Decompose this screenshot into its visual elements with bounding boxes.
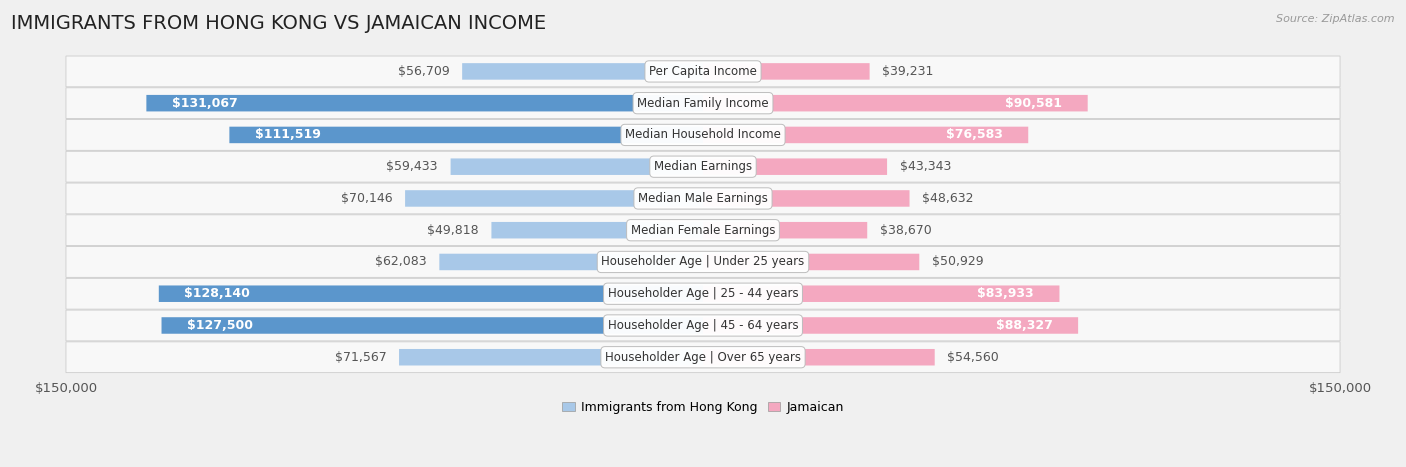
Text: $83,933: $83,933 bbox=[977, 287, 1033, 300]
Text: $71,567: $71,567 bbox=[335, 351, 387, 364]
Text: $43,343: $43,343 bbox=[900, 160, 952, 173]
FancyBboxPatch shape bbox=[66, 342, 1340, 373]
FancyBboxPatch shape bbox=[703, 63, 869, 80]
Text: Median Household Income: Median Household Income bbox=[626, 128, 780, 142]
FancyBboxPatch shape bbox=[229, 127, 703, 143]
FancyBboxPatch shape bbox=[66, 278, 1340, 309]
Text: Median Earnings: Median Earnings bbox=[654, 160, 752, 173]
FancyBboxPatch shape bbox=[66, 151, 1340, 182]
FancyBboxPatch shape bbox=[492, 222, 703, 239]
Text: IMMIGRANTS FROM HONG KONG VS JAMAICAN INCOME: IMMIGRANTS FROM HONG KONG VS JAMAICAN IN… bbox=[11, 14, 547, 33]
Text: $50,929: $50,929 bbox=[932, 255, 984, 269]
FancyBboxPatch shape bbox=[703, 190, 910, 207]
FancyBboxPatch shape bbox=[463, 63, 703, 80]
FancyBboxPatch shape bbox=[66, 247, 1340, 277]
FancyBboxPatch shape bbox=[146, 95, 703, 112]
Text: $48,632: $48,632 bbox=[922, 192, 974, 205]
FancyBboxPatch shape bbox=[66, 120, 1340, 150]
FancyBboxPatch shape bbox=[450, 158, 703, 175]
FancyBboxPatch shape bbox=[66, 88, 1340, 119]
Text: $128,140: $128,140 bbox=[184, 287, 250, 300]
Text: $62,083: $62,083 bbox=[375, 255, 426, 269]
Text: $49,818: $49,818 bbox=[427, 224, 478, 237]
FancyBboxPatch shape bbox=[439, 254, 703, 270]
Legend: Immigrants from Hong Kong, Jamaican: Immigrants from Hong Kong, Jamaican bbox=[557, 396, 849, 418]
Text: $90,581: $90,581 bbox=[1005, 97, 1062, 110]
Text: $76,583: $76,583 bbox=[946, 128, 1002, 142]
Text: Householder Age | 25 - 44 years: Householder Age | 25 - 44 years bbox=[607, 287, 799, 300]
Text: Householder Age | Over 65 years: Householder Age | Over 65 years bbox=[605, 351, 801, 364]
FancyBboxPatch shape bbox=[703, 222, 868, 239]
FancyBboxPatch shape bbox=[162, 317, 703, 334]
FancyBboxPatch shape bbox=[159, 285, 703, 302]
FancyBboxPatch shape bbox=[66, 215, 1340, 246]
FancyBboxPatch shape bbox=[703, 285, 1060, 302]
Text: Median Female Earnings: Median Female Earnings bbox=[631, 224, 775, 237]
Text: $88,327: $88,327 bbox=[995, 319, 1053, 332]
FancyBboxPatch shape bbox=[405, 190, 703, 207]
Text: $39,231: $39,231 bbox=[883, 65, 934, 78]
FancyBboxPatch shape bbox=[703, 349, 935, 366]
Text: $59,433: $59,433 bbox=[387, 160, 437, 173]
Text: Median Family Income: Median Family Income bbox=[637, 97, 769, 110]
FancyBboxPatch shape bbox=[66, 183, 1340, 214]
Text: Householder Age | Under 25 years: Householder Age | Under 25 years bbox=[602, 255, 804, 269]
Text: Median Male Earnings: Median Male Earnings bbox=[638, 192, 768, 205]
Text: Per Capita Income: Per Capita Income bbox=[650, 65, 756, 78]
FancyBboxPatch shape bbox=[703, 158, 887, 175]
FancyBboxPatch shape bbox=[703, 95, 1088, 112]
FancyBboxPatch shape bbox=[399, 349, 703, 366]
FancyBboxPatch shape bbox=[703, 254, 920, 270]
FancyBboxPatch shape bbox=[703, 317, 1078, 334]
FancyBboxPatch shape bbox=[66, 310, 1340, 341]
Text: $127,500: $127,500 bbox=[187, 319, 253, 332]
Text: Source: ZipAtlas.com: Source: ZipAtlas.com bbox=[1277, 14, 1395, 24]
Text: $111,519: $111,519 bbox=[254, 128, 321, 142]
Text: $38,670: $38,670 bbox=[880, 224, 932, 237]
Text: $56,709: $56,709 bbox=[398, 65, 450, 78]
Text: Householder Age | 45 - 64 years: Householder Age | 45 - 64 years bbox=[607, 319, 799, 332]
FancyBboxPatch shape bbox=[703, 127, 1028, 143]
Text: $70,146: $70,146 bbox=[340, 192, 392, 205]
Text: $54,560: $54,560 bbox=[948, 351, 1000, 364]
Text: $131,067: $131,067 bbox=[172, 97, 238, 110]
FancyBboxPatch shape bbox=[66, 56, 1340, 87]
